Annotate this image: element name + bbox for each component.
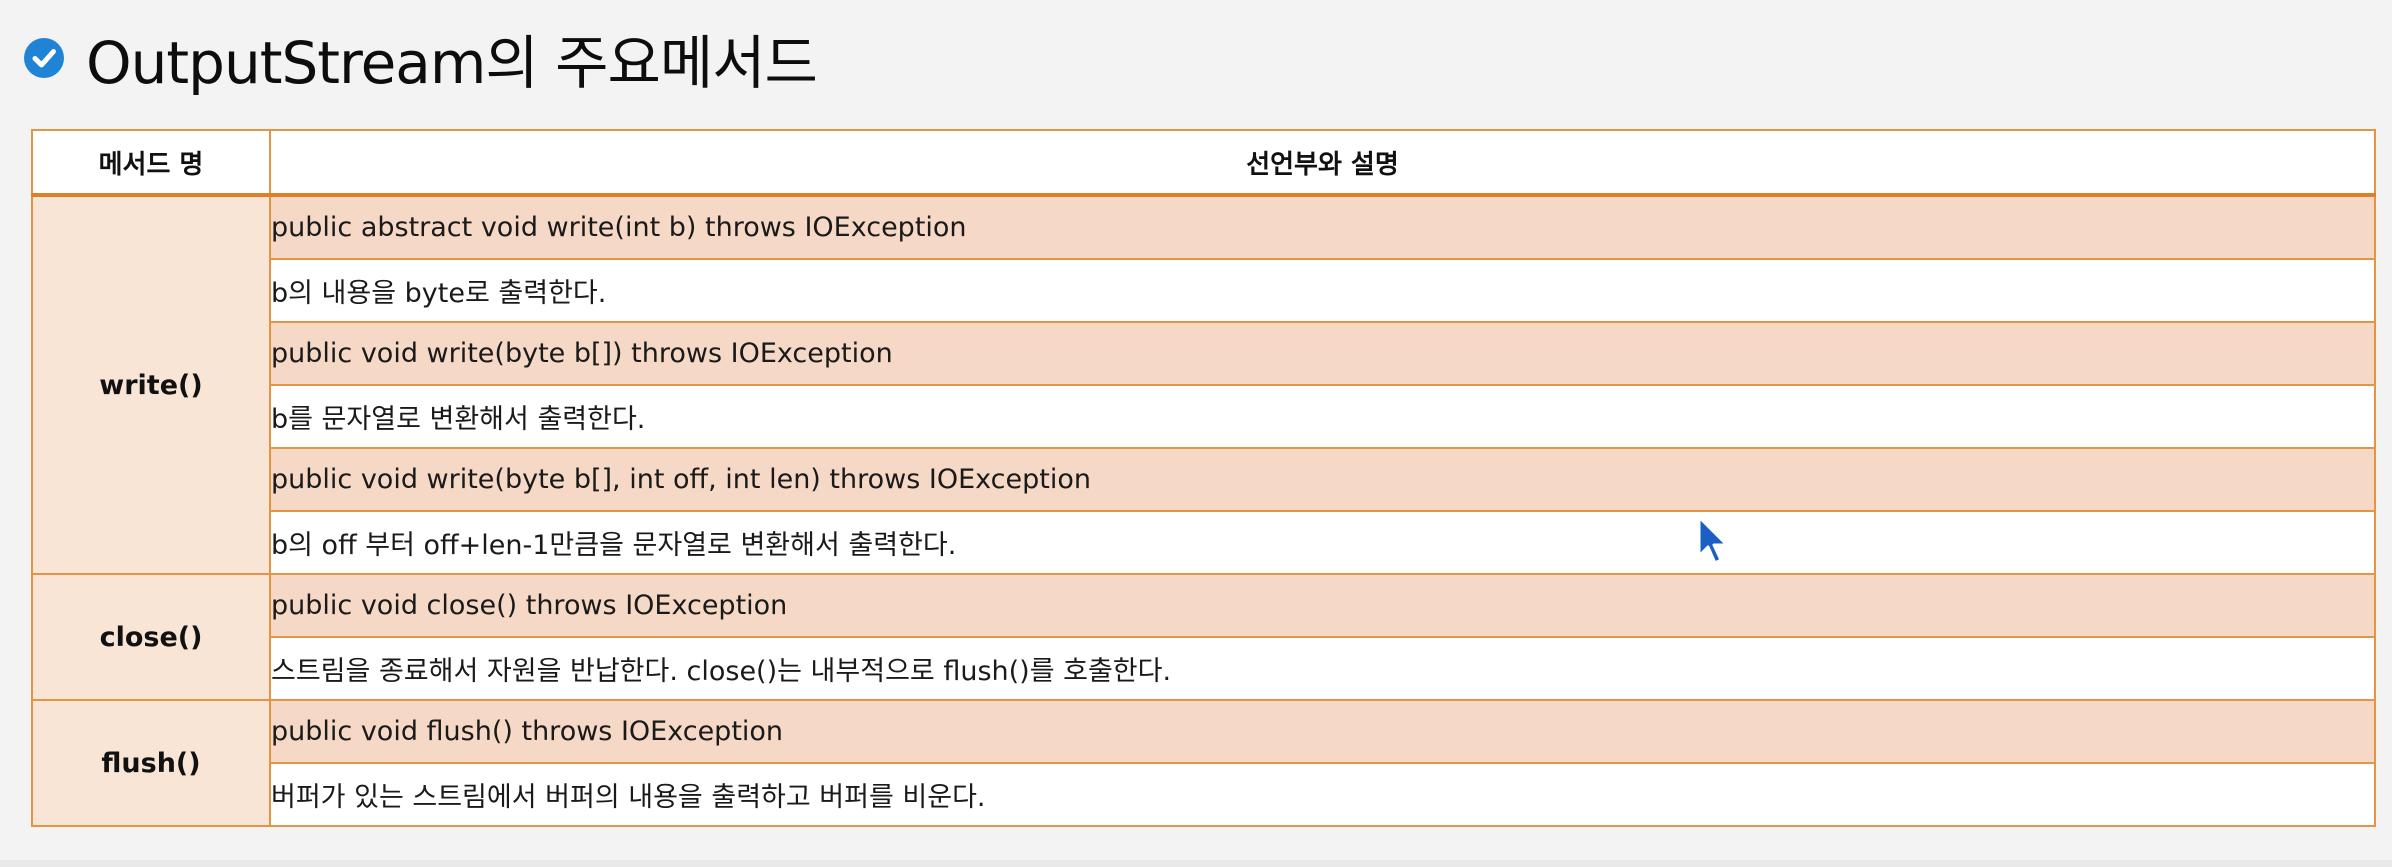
table-row: public void write(byte b[]) throws IOExc… (32, 321, 2376, 386)
declaration-cell: public void write(byte b[]) throws IOExc… (269, 321, 2376, 386)
table-row: b의 off 부터 off+len-1만큼을 문자열로 변환해서 출력한다. (32, 510, 2376, 575)
description-cell: 스트림을 종료해서 자원을 반납한다. close()는 내부적으로 flush… (269, 636, 2376, 701)
table-row: 버퍼가 있는 스트림에서 버퍼의 내용을 출력하고 버퍼를 비운다. (32, 762, 2376, 827)
table-header-row: 메서드 명 선언부와 설명 (31, 129, 2376, 197)
declaration-cell: public void write(byte b[], int off, int… (269, 447, 2376, 512)
title-row: OutputStream의 주요메서드 (24, 18, 818, 98)
table-row: 스트림을 종료해서 자원을 반납한다. close()는 내부적으로 flush… (32, 636, 2376, 701)
method-name-close: close() (31, 573, 271, 701)
header-declaration: 선언부와 설명 (269, 129, 2376, 197)
table-row: close() public void close() throws IOExc… (31, 573, 2376, 701)
method-name-flush: flush() (31, 699, 271, 827)
description-cell: b의 내용을 byte로 출력한다. (269, 258, 2376, 323)
mouse-cursor-icon (1697, 515, 1729, 565)
check-circle-icon (24, 38, 64, 78)
declaration-cell: public void flush() throws IOException (269, 699, 2376, 764)
declaration-cell: public void close() throws IOException (269, 573, 2376, 638)
table-row: write() public abstract void write(int b… (31, 194, 2376, 575)
description-cell: b의 off 부터 off+len-1만큼을 문자열로 변환해서 출력한다. (269, 510, 2376, 575)
table-row: flush() public void flush() throws IOExc… (31, 699, 2376, 827)
table-row: b의 내용을 byte로 출력한다. (32, 258, 2376, 323)
description-cell: b를 문자열로 변환해서 출력한다. (269, 384, 2376, 449)
table-row: b를 문자열로 변환해서 출력한다. (32, 384, 2376, 449)
method-table: 메서드 명 선언부와 설명 write() public abstract vo… (31, 129, 2376, 827)
description-cell: 버퍼가 있는 스트림에서 버퍼의 내용을 출력하고 버퍼를 비운다. (269, 762, 2376, 827)
header-method-name: 메서드 명 (31, 129, 271, 197)
bottom-strip (0, 860, 2392, 867)
table-row: public void write(byte b[], int off, int… (32, 447, 2376, 512)
method-name-write: write() (31, 194, 271, 575)
declaration-cell: public abstract void write(int b) throws… (269, 194, 2376, 260)
page-title: OutputStream의 주요메서드 (86, 29, 818, 97)
